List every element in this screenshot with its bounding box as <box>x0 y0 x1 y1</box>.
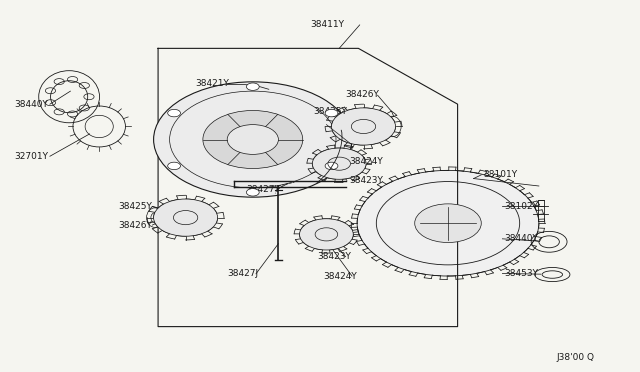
Text: 38426Y: 38426Y <box>118 221 152 230</box>
Text: 38425Y: 38425Y <box>314 107 348 116</box>
Circle shape <box>168 109 180 117</box>
Circle shape <box>300 219 353 250</box>
Circle shape <box>325 162 338 170</box>
Text: 38102Y: 38102Y <box>504 202 538 211</box>
Circle shape <box>227 125 278 154</box>
Text: 38421Y: 38421Y <box>195 79 229 88</box>
Circle shape <box>357 170 539 276</box>
Text: 38453Y: 38453Y <box>504 269 538 278</box>
Circle shape <box>154 199 218 236</box>
Text: 38427J: 38427J <box>227 269 259 278</box>
Circle shape <box>168 162 180 170</box>
Text: 32701Y: 32701Y <box>14 152 48 161</box>
Circle shape <box>415 204 481 243</box>
Text: 38423Y: 38423Y <box>317 252 351 261</box>
Circle shape <box>154 82 352 197</box>
Text: 38427Y: 38427Y <box>246 185 280 194</box>
Circle shape <box>312 148 366 179</box>
Text: 38425Y: 38425Y <box>118 202 152 211</box>
Text: 38424Y: 38424Y <box>323 272 357 280</box>
Circle shape <box>246 189 259 196</box>
Text: 38440Y: 38440Y <box>14 100 48 109</box>
Text: 38426Y: 38426Y <box>346 90 380 99</box>
Text: J38'00 Q: J38'00 Q <box>557 353 595 362</box>
Text: 38101Y: 38101Y <box>483 170 517 179</box>
Circle shape <box>203 110 303 169</box>
Circle shape <box>246 83 259 90</box>
Text: 38440Y: 38440Y <box>504 234 538 243</box>
Text: 38423Y: 38423Y <box>349 176 383 185</box>
Circle shape <box>325 109 338 117</box>
Text: 38424Y: 38424Y <box>349 157 383 166</box>
Text: 38411Y: 38411Y <box>310 20 344 29</box>
Circle shape <box>332 108 396 145</box>
